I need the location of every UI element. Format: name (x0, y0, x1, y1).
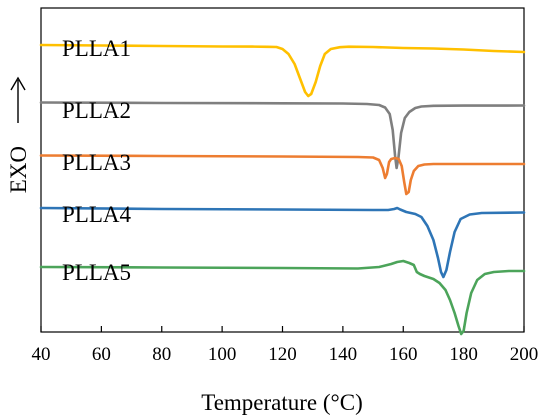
x-tick-label-200: 200 (510, 344, 539, 365)
series-label-plla5: PLLA5 (62, 260, 131, 285)
series-line-plla3 (39, 154, 526, 196)
y-axis-title-group: EXO (6, 146, 31, 193)
x-axis-tick-labels: 40 60 80 100 120 140 160 180 200 (32, 344, 539, 365)
series-line-plla1 (39, 43, 526, 98)
series-line-plla5 (39, 259, 526, 336)
x-tick-label-80: 80 (152, 344, 171, 365)
x-tick-label-180: 180 (449, 344, 478, 365)
x-tick-label-140: 140 (329, 344, 358, 365)
y-axis-title: EXO (6, 146, 31, 193)
series-label-plla4: PLLA4 (62, 202, 132, 227)
x-tick-label-160: 160 (389, 344, 418, 365)
series-label-plla3: PLLA3 (62, 150, 131, 175)
series-line-plla4 (39, 206, 526, 279)
x-tick-label-120: 120 (268, 344, 297, 365)
series-lines (39, 43, 526, 336)
series-labels: PLLA1 PLLA2 PLLA3 PLLA4 PLLA5 (62, 36, 132, 285)
series-label-plla2: PLLA2 (62, 98, 131, 123)
x-tick-label-40: 40 (32, 344, 51, 365)
series-line-plla2 (39, 101, 526, 170)
x-tick-label-60: 60 (92, 344, 111, 365)
exo-arrow (10, 76, 26, 123)
series-label-plla1: PLLA1 (62, 36, 131, 61)
x-tick-label-100: 100 (208, 344, 237, 365)
x-axis-ticks (40, 326, 525, 332)
x-axis-title: Temperature (°C) (201, 390, 362, 415)
